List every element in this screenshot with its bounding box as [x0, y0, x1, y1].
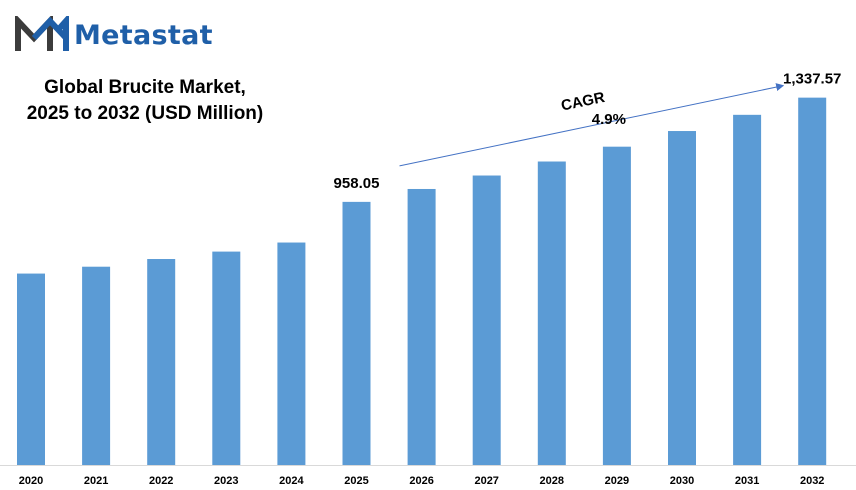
- bar-2032: [798, 97, 827, 466]
- bar-2022: [147, 259, 176, 465]
- bar-2025: [342, 201, 371, 465]
- bar-2029: [602, 146, 631, 465]
- bar-2027: [472, 175, 501, 466]
- brand-name: Metastat: [74, 19, 213, 51]
- chart-title-line-2: 2025 to 2032 (USD Million): [26, 103, 264, 124]
- bar-2020: [17, 273, 45, 465]
- x-tick-label-2021: 2021: [84, 475, 108, 487]
- x-tick-label-2025: 2025: [344, 475, 368, 487]
- x-tick-label-2029: 2029: [605, 475, 629, 487]
- x-tick-label-2032: 2032: [800, 475, 824, 487]
- x-tick-label-2026: 2026: [409, 475, 433, 487]
- bar-2024: [277, 242, 306, 465]
- brand-logo: Metastat: [14, 15, 213, 55]
- bar-2023: [212, 251, 241, 465]
- cagr-value: 4.9%: [592, 111, 626, 128]
- chart-title-line-1: Global Brucite Market,: [44, 77, 246, 98]
- bar-2026: [407, 188, 436, 465]
- bar-2030: [668, 131, 696, 465]
- chart-title: Global Brucite Market, 2025 to 2032 (USD…: [0, 75, 290, 127]
- x-tick-label-2020: 2020: [19, 475, 43, 487]
- x-tick-label-2022: 2022: [149, 475, 173, 487]
- bar-2031: [733, 114, 762, 465]
- data-label-2025: 958.05: [334, 175, 380, 192]
- bar-2021: [82, 266, 111, 465]
- x-tick-label-2024: 2024: [279, 475, 304, 487]
- x-tick-label-2031: 2031: [735, 475, 759, 487]
- data-label-2032: 1,337.57: [783, 71, 841, 88]
- metastat-m-logo-icon: [15, 16, 69, 51]
- bar-2028: [537, 161, 566, 465]
- x-tick-label-2023: 2023: [214, 475, 238, 487]
- x-tick-label-2030: 2030: [670, 475, 694, 487]
- x-tick-label-2027: 2027: [474, 475, 498, 487]
- x-tick-label-2028: 2028: [540, 475, 564, 487]
- cagr-arrow: [399, 83, 785, 167]
